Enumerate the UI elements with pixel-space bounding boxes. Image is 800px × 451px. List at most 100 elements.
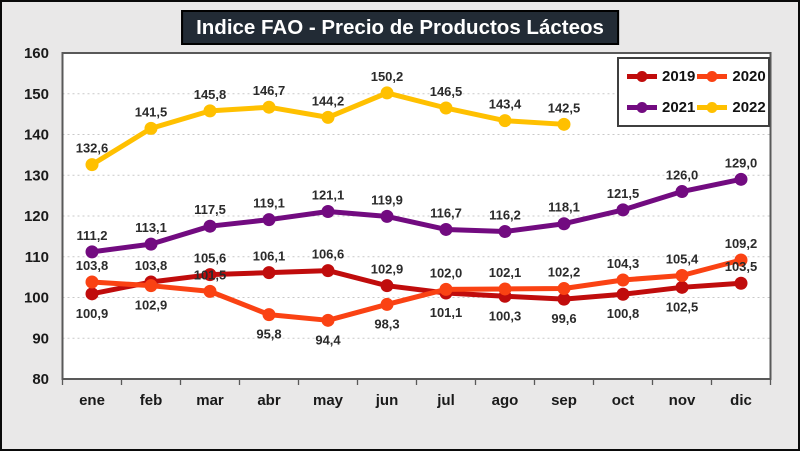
data-point-2021-may	[321, 205, 335, 219]
legend-marker-2019	[627, 71, 657, 82]
data-label-2022-jun: 150,2	[371, 69, 404, 84]
y-tick-label: 110	[25, 249, 49, 266]
data-point-2022-mar	[203, 104, 217, 118]
legend-marker-2020	[697, 71, 728, 82]
data-point-2019-jun	[380, 279, 394, 293]
legend-label-2021: 2021	[662, 99, 696, 116]
data-label-2021-jun: 119,9	[371, 192, 403, 207]
data-label-2022-sep: 142,5	[548, 100, 581, 115]
data-point-2020-nov	[675, 268, 689, 282]
data-label-2021-mar: 117,5	[194, 202, 226, 217]
data-label-2019-nov: 102,5	[666, 299, 699, 314]
legend-label-2019: 2019	[662, 68, 696, 85]
data-point-2020-may	[321, 313, 335, 327]
data-label-2019-jun: 102,9	[371, 262, 404, 277]
legend-label-2022: 2022	[732, 99, 766, 116]
data-point-2019-mar	[203, 268, 217, 282]
data-point-2019-nov	[675, 280, 689, 294]
data-label-2020-feb: 102,9	[135, 298, 168, 313]
y-tick-label: 90	[32, 330, 49, 347]
data-label-2019-feb: 103,8	[135, 258, 168, 273]
y-tick-label: 130	[24, 167, 49, 184]
data-point-2021-jul	[439, 222, 453, 236]
data-point-2020-oct	[616, 273, 630, 287]
legend-item-2020: 2020	[695, 68, 766, 85]
legend-marker-2022	[697, 102, 728, 113]
legend-item-2021: 2021	[625, 99, 695, 116]
y-tick-label: 140	[24, 127, 49, 144]
data-label-2021-jul: 116,7	[430, 205, 462, 220]
chart-title: Indice FAO - Precio de Productos Lácteos	[181, 10, 619, 45]
legend-marker-2021	[627, 102, 657, 113]
data-label-2022-jul: 146,5	[430, 84, 463, 99]
chart-title-text: Indice FAO - Precio de Productos Lácteos	[196, 16, 604, 39]
data-point-2020-ene	[85, 275, 99, 289]
x-tick-label: ene	[79, 392, 105, 409]
data-point-2020-dic	[734, 253, 748, 267]
data-label-2019-ago: 100,3	[489, 308, 522, 323]
y-tick-label: 120	[24, 208, 49, 225]
data-label-2021-nov: 126,0	[666, 168, 699, 183]
legend-item-2019: 2019	[625, 68, 695, 85]
data-label-2022-feb: 141,5	[135, 104, 168, 119]
data-point-2021-mar	[203, 219, 217, 233]
data-label-2022-abr: 146,7	[253, 83, 286, 98]
x-tick-label: ago	[492, 392, 519, 409]
data-point-2020-sep	[557, 282, 571, 296]
data-point-2020-ago	[498, 282, 512, 296]
x-tick-label: jul	[436, 392, 455, 409]
y-tick-label: 100	[24, 290, 49, 307]
data-point-2021-jun	[380, 209, 394, 223]
x-tick-label: jun	[375, 392, 399, 409]
data-label-2020-ago: 102,1	[489, 265, 522, 280]
data-point-2021-feb	[144, 237, 158, 251]
series-2020-line	[89, 257, 744, 323]
data-label-2019-abr: 106,1	[253, 249, 286, 264]
data-label-2020-mar: 101,5	[194, 267, 227, 282]
x-tick-label: abr	[257, 392, 281, 409]
data-label-2021-may: 121,1	[312, 188, 345, 203]
chart-legend: 2019 2020 2021 2022	[617, 57, 770, 127]
data-label-2021-oct: 121,5	[607, 186, 640, 201]
data-point-2021-abr	[262, 213, 276, 227]
data-label-2020-ene: 103,8	[76, 258, 109, 273]
data-label-2020-may: 94,4	[315, 332, 341, 347]
data-point-2020-abr	[262, 308, 276, 322]
y-tick-label: 160	[24, 45, 49, 62]
plot-frame	[61, 52, 772, 380]
data-label-2021-feb: 113,1	[135, 220, 167, 235]
y-tick-label: 80	[32, 371, 49, 388]
data-label-2020-jun: 98,3	[374, 316, 399, 331]
data-label-2019-jul: 101,1	[430, 305, 463, 320]
data-label-2019-sep: 99,6	[551, 311, 576, 326]
data-label-2020-nov: 105,4	[666, 251, 699, 266]
data-label-2019-may: 106,6	[312, 247, 345, 262]
data-label-2019-oct: 100,8	[607, 306, 640, 321]
data-point-2022-jul	[439, 101, 453, 115]
series-2021-line	[89, 176, 744, 255]
data-point-2019-ene	[85, 287, 99, 301]
data-point-2022-feb	[144, 121, 158, 135]
data-point-2022-jun	[380, 86, 394, 100]
data-point-2019-may	[321, 264, 335, 278]
data-label-2020-dic: 109,2	[725, 236, 758, 251]
data-label-2021-sep: 118,1	[548, 200, 580, 215]
y-tick-label: 150	[24, 86, 49, 103]
data-label-2020-jul: 102,0	[430, 265, 463, 280]
data-point-2019-sep	[557, 292, 571, 306]
x-tick-label: oct	[612, 392, 635, 409]
data-label-2021-ago: 116,2	[489, 207, 521, 222]
x-tick-label: sep	[551, 392, 577, 409]
data-point-2021-ago	[498, 224, 512, 238]
data-point-2020-mar	[203, 284, 217, 298]
data-label-2019-dic: 103,5	[725, 259, 758, 274]
data-point-2022-may	[321, 110, 335, 124]
data-point-2021-dic	[734, 172, 748, 186]
data-point-2021-oct	[616, 203, 630, 217]
data-label-2022-may: 144,2	[312, 93, 345, 108]
legend-item-2022: 2022	[695, 99, 766, 116]
x-tick-label: mar	[196, 392, 224, 409]
data-point-2022-ago	[498, 114, 512, 128]
data-point-2020-jun	[380, 297, 394, 311]
